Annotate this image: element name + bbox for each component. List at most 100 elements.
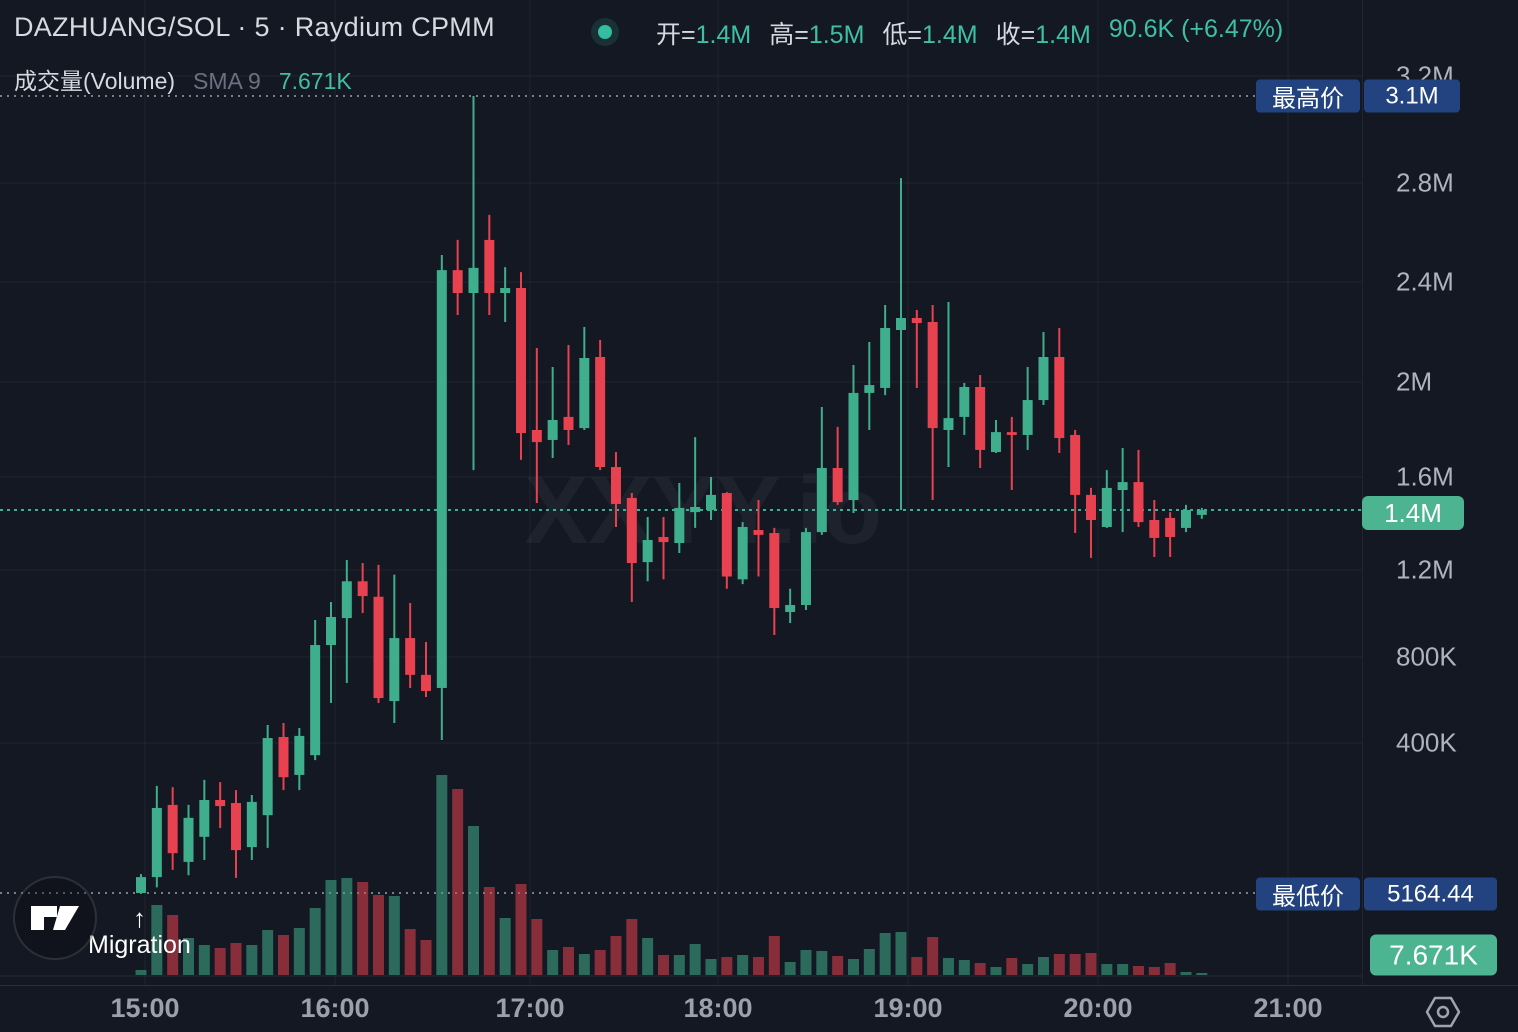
volume-bar — [942, 958, 954, 975]
candle — [151, 807, 162, 878]
tradingview-logo-icon — [31, 906, 79, 930]
candle — [1006, 432, 1017, 435]
candle — [848, 392, 859, 501]
migration-label: Migration — [88, 931, 191, 959]
volume-bar — [1132, 966, 1144, 975]
volume-bar — [372, 895, 384, 975]
time-label: 17:00 — [495, 993, 565, 1023]
candle — [690, 506, 701, 513]
volume-bar — [752, 957, 764, 975]
ohlc-item: 开=1.4M — [656, 21, 752, 49]
candle — [705, 494, 716, 511]
volume-bar — [246, 945, 258, 975]
time-label: 18:00 — [683, 993, 753, 1023]
timezone-settings-icon[interactable] — [1424, 995, 1462, 1029]
price-tick-label: 2M — [1396, 366, 1433, 397]
price-tick-label: 1.2M — [1396, 554, 1454, 585]
candle — [975, 386, 986, 450]
volume-bar — [547, 950, 559, 975]
volume-bar — [404, 929, 416, 975]
candle — [1054, 357, 1065, 439]
volume-bar — [1037, 957, 1049, 975]
candle — [880, 328, 891, 388]
candle — [183, 817, 194, 862]
change-readout: 90.6K (+6.47%) — [1108, 15, 1284, 43]
time-label: 19:00 — [873, 993, 943, 1023]
volume-bar — [927, 937, 939, 975]
candle — [658, 536, 669, 543]
candle — [943, 418, 954, 430]
highest-price-label-badge: 最高价 — [1256, 79, 1360, 113]
time-axis[interactable]: 15:00 16:00 17:00 18:00 19:00 20:00 21:00 — [0, 985, 1518, 1032]
indicator-name[interactable]: 成交量(Volume) — [14, 68, 176, 94]
candle — [484, 239, 495, 293]
chart-canvas[interactable]: XXYY.io — [0, 0, 1362, 985]
volume-bar — [230, 943, 242, 975]
price-tick-label: 2.4M — [1396, 266, 1454, 297]
volume-bar — [990, 967, 1002, 975]
volume-bar — [515, 884, 527, 975]
ohlc-readout: 开=1.4M 高=1.5M 低=1.4M 收=1.4M 90.6K (+6.47%) — [656, 15, 1283, 51]
volume-bar — [610, 936, 622, 975]
candle — [341, 581, 352, 619]
volume-bar — [974, 963, 986, 975]
price-axis[interactable]: 3.2M 2.8M 2.4M 2M 1.6M 1.2M 800K 400K — [1362, 0, 1518, 985]
volume-bar — [911, 957, 923, 975]
volume-bar — [341, 878, 353, 975]
candle — [167, 804, 178, 854]
volume-bar — [1006, 958, 1018, 975]
volume-bar — [768, 936, 780, 975]
candle — [911, 318, 922, 323]
candle — [515, 288, 526, 434]
volume-bar — [420, 940, 432, 975]
candle — [452, 270, 463, 293]
indicator-row: 成交量(Volume) SMA 9 7.671K — [14, 62, 352, 96]
price-axis-divider — [1362, 0, 1363, 985]
volume-bar — [863, 949, 875, 975]
candle — [785, 605, 796, 612]
candle — [1196, 510, 1207, 515]
candle — [895, 318, 906, 330]
candle — [1149, 520, 1160, 538]
volume-bar — [1069, 954, 1081, 975]
candle — [373, 596, 384, 699]
live-indicator-icon — [598, 25, 612, 39]
candle — [500, 288, 511, 293]
candle — [294, 735, 305, 775]
candle — [990, 432, 1001, 453]
symbol-title[interactable]: DAZHUANG/SOL · 5 · Raydium CPMM — [14, 12, 495, 42]
ohlc-item: 收=1.4M — [995, 21, 1091, 49]
candle — [531, 429, 542, 443]
candle — [547, 420, 558, 440]
candle — [610, 467, 621, 504]
volume-bar — [721, 957, 733, 975]
candle — [230, 803, 241, 851]
volume-bar — [436, 775, 448, 975]
price-tick-label: 800K — [1396, 641, 1457, 672]
time-axis-divider — [0, 985, 1518, 986]
volume-bar — [958, 960, 970, 975]
candle — [927, 322, 938, 429]
time-label: 20:00 — [1063, 993, 1133, 1023]
price-tick-label: 1.6M — [1396, 461, 1454, 492]
volume-bar — [182, 938, 194, 975]
candle — [468, 267, 479, 293]
volume-bar — [1022, 964, 1034, 975]
candle — [1165, 517, 1176, 537]
volume-bar — [483, 887, 495, 975]
lowest-price-value-badge: 5164.44 — [1364, 877, 1497, 911]
candle — [753, 530, 764, 535]
volume-bar — [832, 956, 844, 975]
candle — [1101, 487, 1112, 527]
volume-bar — [357, 882, 369, 975]
ohlc-item: 高=1.5M — [769, 21, 865, 49]
tradingview-logo[interactable] — [13, 876, 97, 960]
volume-bar — [325, 880, 337, 975]
migration-arrow-icon: ↑ — [133, 903, 146, 933]
volume-bar — [816, 951, 828, 975]
candle — [769, 533, 780, 609]
candle — [721, 493, 732, 577]
volume-bar — [167, 915, 179, 975]
candle — [278, 736, 289, 778]
candle — [1180, 510, 1191, 528]
